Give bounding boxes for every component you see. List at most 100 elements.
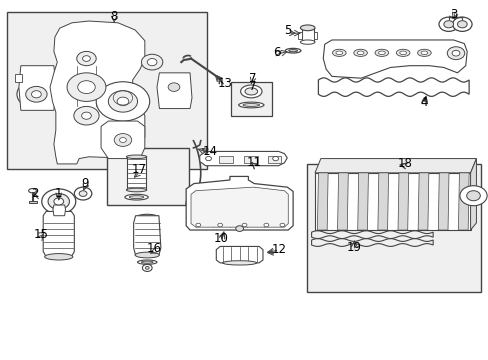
Circle shape xyxy=(79,191,87,197)
Polygon shape xyxy=(19,66,56,111)
Polygon shape xyxy=(43,211,74,257)
Ellipse shape xyxy=(136,214,158,220)
Circle shape xyxy=(108,91,137,112)
Circle shape xyxy=(447,47,464,60)
Ellipse shape xyxy=(29,189,36,193)
Polygon shape xyxy=(458,173,468,230)
Ellipse shape xyxy=(240,85,262,98)
Circle shape xyxy=(466,191,479,201)
Circle shape xyxy=(242,223,246,227)
Polygon shape xyxy=(191,187,287,227)
Circle shape xyxy=(160,77,187,97)
Circle shape xyxy=(74,187,92,200)
Ellipse shape xyxy=(135,252,159,258)
Bar xyxy=(314,173,469,230)
Ellipse shape xyxy=(129,196,143,199)
Text: 1: 1 xyxy=(55,187,62,200)
Text: 4: 4 xyxy=(420,96,427,109)
Circle shape xyxy=(96,82,149,121)
Ellipse shape xyxy=(378,51,385,55)
Ellipse shape xyxy=(244,88,257,95)
Circle shape xyxy=(119,138,126,143)
Polygon shape xyxy=(53,205,65,216)
Ellipse shape xyxy=(374,49,388,57)
Circle shape xyxy=(17,80,56,109)
Bar xyxy=(301,28,313,42)
Ellipse shape xyxy=(126,155,146,158)
Text: 8: 8 xyxy=(110,10,118,23)
Polygon shape xyxy=(323,40,466,78)
Circle shape xyxy=(264,223,268,227)
Circle shape xyxy=(443,21,453,28)
Ellipse shape xyxy=(417,49,430,57)
Polygon shape xyxy=(186,176,292,230)
Circle shape xyxy=(142,264,152,271)
Ellipse shape xyxy=(420,51,427,55)
Text: 9: 9 xyxy=(81,177,89,190)
Polygon shape xyxy=(133,216,161,255)
Ellipse shape xyxy=(356,51,363,55)
Circle shape xyxy=(205,157,211,161)
Bar xyxy=(306,164,480,292)
Ellipse shape xyxy=(300,40,314,44)
Bar xyxy=(267,156,281,163)
Circle shape xyxy=(438,17,458,31)
Circle shape xyxy=(280,223,285,227)
Text: 11: 11 xyxy=(246,156,261,169)
Bar xyxy=(126,157,146,189)
Circle shape xyxy=(272,157,278,161)
Text: 7: 7 xyxy=(248,80,256,93)
Polygon shape xyxy=(437,173,448,230)
Circle shape xyxy=(78,81,95,94)
Text: 5: 5 xyxy=(284,24,291,37)
Polygon shape xyxy=(357,173,367,230)
Ellipse shape xyxy=(243,104,259,107)
Ellipse shape xyxy=(124,194,148,200)
Ellipse shape xyxy=(137,260,157,264)
Circle shape xyxy=(31,91,41,98)
Bar xyxy=(230,82,271,116)
Circle shape xyxy=(196,223,201,227)
Polygon shape xyxy=(157,73,192,109)
Text: 3: 3 xyxy=(449,9,456,22)
Text: 18: 18 xyxy=(397,157,411,170)
Ellipse shape xyxy=(141,261,153,263)
Circle shape xyxy=(457,21,466,28)
Circle shape xyxy=(452,17,471,31)
Polygon shape xyxy=(469,158,475,230)
Circle shape xyxy=(117,97,128,106)
Circle shape xyxy=(54,198,63,205)
Polygon shape xyxy=(50,21,144,164)
Circle shape xyxy=(41,189,76,214)
Polygon shape xyxy=(200,152,287,166)
Polygon shape xyxy=(337,173,347,230)
Text: 16: 16 xyxy=(146,242,161,255)
Circle shape xyxy=(459,186,486,206)
Bar xyxy=(15,74,22,82)
Ellipse shape xyxy=(353,49,366,57)
Ellipse shape xyxy=(335,51,342,55)
Circle shape xyxy=(67,73,106,102)
Bar xyxy=(29,201,37,203)
Polygon shape xyxy=(101,121,144,158)
Ellipse shape xyxy=(332,49,346,57)
Circle shape xyxy=(82,56,90,62)
Polygon shape xyxy=(216,247,263,263)
Circle shape xyxy=(48,194,69,209)
Ellipse shape xyxy=(399,51,406,55)
Bar xyxy=(297,32,301,39)
Circle shape xyxy=(141,54,163,70)
Circle shape xyxy=(77,51,96,66)
Ellipse shape xyxy=(395,49,409,57)
Bar xyxy=(219,156,232,163)
Circle shape xyxy=(147,59,157,66)
Text: 13: 13 xyxy=(217,77,232,90)
Bar xyxy=(7,12,206,169)
Ellipse shape xyxy=(222,261,256,265)
Polygon shape xyxy=(397,173,408,230)
Ellipse shape xyxy=(126,188,146,192)
Text: 2: 2 xyxy=(31,187,38,200)
Text: 10: 10 xyxy=(213,233,228,246)
Circle shape xyxy=(26,86,47,102)
Text: 19: 19 xyxy=(346,241,361,255)
